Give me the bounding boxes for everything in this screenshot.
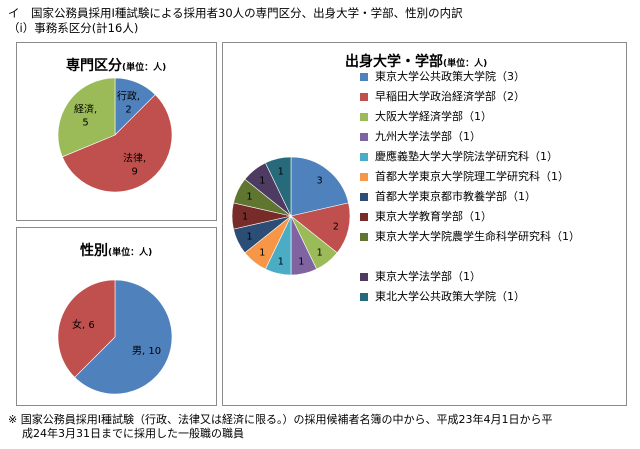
pie-2-label-4: 1 [278, 256, 284, 267]
specialty-chart-title: 専門区分(単位：人) [66, 58, 167, 74]
pie-0-label-name-0: 行政, [117, 89, 140, 102]
pie-0-label-name-2: 経済, [74, 102, 97, 115]
legend-item: 首都大学東京大学院理工学研究科（1） [357, 170, 617, 190]
legend-swatch [360, 213, 368, 221]
legend-swatch [360, 293, 368, 301]
legend-item: 東京大学法学部（1） [357, 270, 617, 290]
footnote: ※ 国家公務員採用Ⅰ種試験（行政、法律又は経済に限る。）の採用候補者名簿の中から… [8, 413, 638, 441]
university-legend: 東京大学公共政策大学院（3） 早稲田大学政治経済学部（2） 大阪大学経済学部（1） 九… [357, 70, 617, 310]
pie-1-label-1: 女, 6 [72, 318, 95, 331]
pie-2-label-3: 1 [298, 256, 304, 267]
page-heading: イ 国家公務員採用Ⅰ種試験による採用者30人の専門区分、出身大学・学部、性別の内… [8, 6, 463, 20]
pie-2-label-0: 3 [317, 176, 323, 187]
legend-item: 大阪大学経済学部（1） [357, 110, 617, 130]
legend-item: 早稲田大学政治経済学部（2） [357, 90, 617, 110]
legend-item: 東京大学公共政策大学院（3） [357, 70, 617, 90]
legend-swatch [360, 193, 368, 201]
legend-swatch [360, 113, 368, 121]
university-unit-label: (単位：人) [443, 59, 488, 69]
legend-label: 東京大学公共政策大学院（3） [375, 70, 525, 83]
legend-label: 九州大学法学部（1） [375, 130, 481, 143]
pie-0-label-name-1: 法律, [123, 151, 146, 164]
legend-item: 東京大学教育学部（1） [357, 210, 617, 230]
legend-item: 首都大学東京都市教養学部（1） [357, 190, 617, 210]
pie-2-label-5: 1 [259, 247, 265, 258]
university-chart-title: 出身大学・学部(単位：人) [345, 54, 488, 70]
legend-swatch [360, 173, 368, 181]
legend-label: 東京大学大学院農学生命科学研究科（1） [375, 230, 580, 243]
legend-label: 東京大学教育学部（1） [375, 210, 492, 223]
legend-item: 東京大学大学院農学生命科学研究科（1） [357, 230, 617, 270]
pie-2-slice-10 [264, 156, 292, 217]
pie-0-label-value-1: 9 [131, 166, 137, 177]
pie-2-slice-0 [290, 156, 349, 217]
gender-unit-label: (単位：人) [108, 248, 153, 258]
pie-2-slice-1 [290, 202, 351, 254]
footnote-line-2: 成24年3月31日までに採用した一般職の職員 [22, 427, 244, 440]
legend-label: 東京大学法学部（1） [375, 270, 481, 283]
footnote-line-1: ※ 国家公務員採用Ⅰ種試験（行政、法律又は経済に限る。）の採用候補者名簿の中から… [8, 413, 553, 426]
pie-2-label-7: 1 [242, 212, 248, 223]
legend-item: 東北大学公共政策大学院（1） [357, 290, 617, 310]
legend-label: 大阪大学経済学部（1） [375, 110, 492, 123]
pie-0-label-value-2: 5 [82, 117, 88, 128]
legend-swatch [360, 133, 368, 141]
pie-1-slice-1 [57, 279, 116, 378]
pie-2-label-8: 1 [247, 192, 253, 203]
legend-item: 九州大学法学部（1） [357, 130, 617, 150]
legend-label: 東北大学公共政策大学院（1） [375, 290, 525, 303]
legend-label: 早稲田大学政治経済学部（2） [375, 90, 525, 103]
pie-0-slice-2 [57, 77, 116, 158]
pie-0-slice-1 [61, 94, 173, 193]
pie-1-slice-0 [74, 279, 173, 395]
pie-0-label-value-0: 2 [125, 104, 131, 115]
legend-label: 首都大学東京都市教養学部（1） [375, 190, 536, 203]
pie-2-label-10: 1 [278, 167, 284, 178]
legend-swatch [360, 153, 368, 161]
legend-swatch [360, 93, 368, 101]
specialty-unit-label: (単位：人) [122, 63, 167, 73]
gender-chart-title: 性別(単位：人) [80, 243, 153, 259]
pie-2-label-2: 1 [317, 247, 323, 258]
pie-1-label-0: 男, 10 [132, 345, 161, 357]
legend-swatch [360, 273, 368, 281]
pie-2-label-9: 1 [259, 176, 265, 187]
legend-label: 慶應義塾大学大学院法学研究科（1） [375, 150, 558, 163]
legend-swatch [360, 233, 368, 241]
page-subheading: （ⅰ）事務系区分(計16人) [8, 21, 139, 35]
legend-item: 慶應義塾大学大学院法学研究科（1） [357, 150, 617, 170]
pie-2-label-6: 1 [247, 231, 253, 242]
pie-2-label-1: 2 [333, 222, 339, 233]
legend-label: 首都大学東京大学院理工学研究科（1） [375, 170, 569, 183]
legend-swatch [360, 73, 368, 81]
